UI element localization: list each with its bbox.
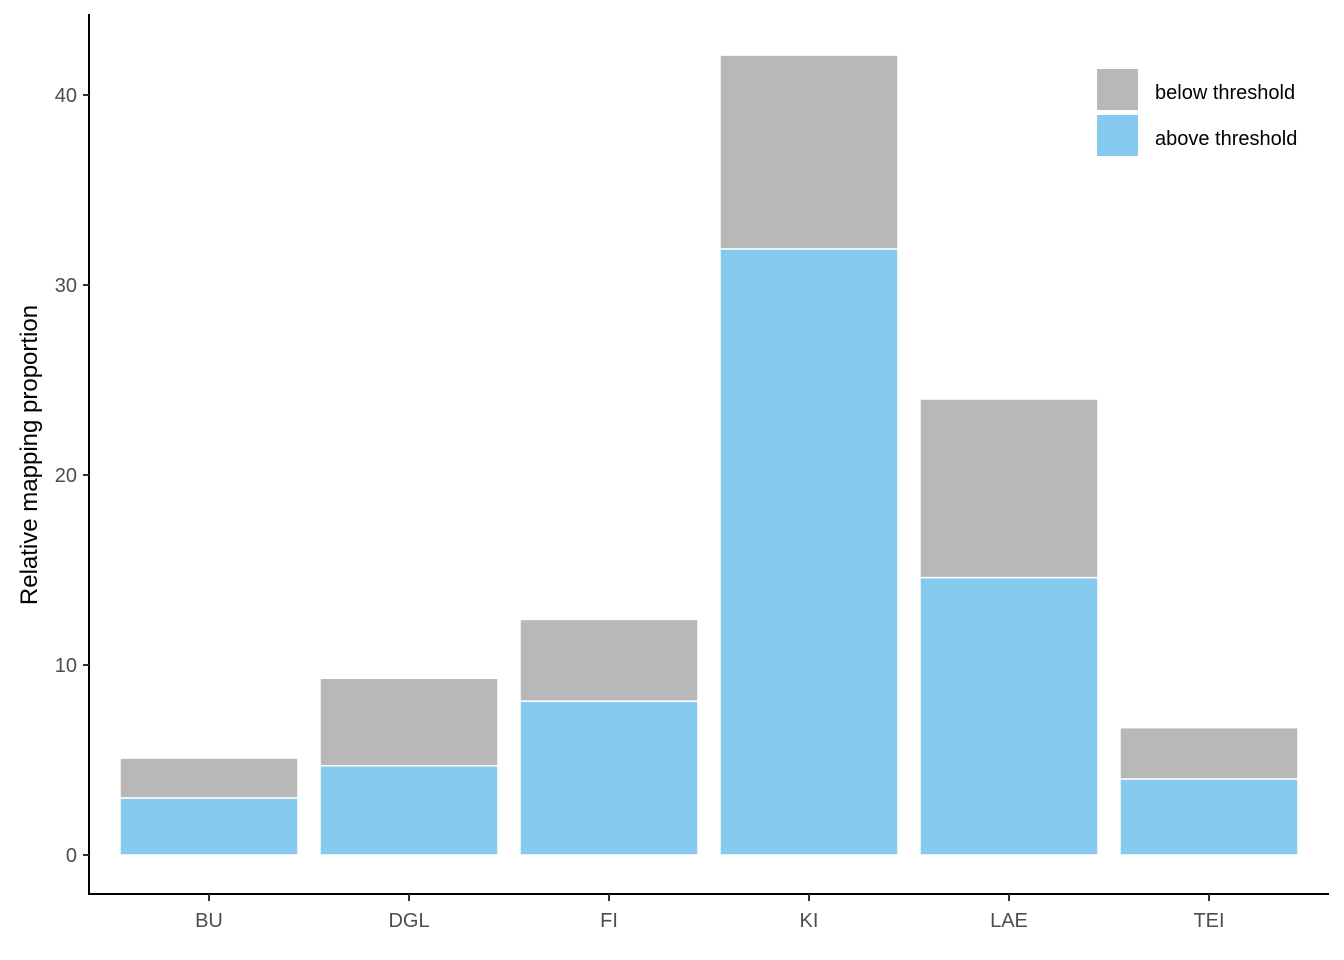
bar-tei-below-threshold: [1119, 726, 1299, 780]
legend-label: above threshold: [1155, 128, 1297, 150]
legend-label: below threshold: [1155, 82, 1295, 104]
x-axis: BU DGL FI KI LAE TEI: [88, 893, 1329, 932]
x-tick-label: FI: [600, 910, 618, 932]
bar-bu-above-threshold: [119, 797, 299, 856]
bar-dgl-above-threshold: [319, 764, 499, 856]
x-tick-label: KI: [800, 910, 819, 932]
x-tick-label: LAE: [990, 910, 1028, 932]
bars-layer: [119, 54, 1299, 856]
y-axis-title: Relative mapping proportion: [16, 305, 43, 605]
x-tick-label: TEI: [1193, 910, 1224, 932]
bar-lae-below-threshold: [919, 398, 1099, 579]
y-tick-label: 10: [55, 655, 77, 677]
legend-key-above-threshold: [1097, 115, 1138, 156]
y-tick-label: 20: [55, 465, 77, 487]
bar-fi-below-threshold: [519, 618, 699, 702]
y-tick-label: 0: [66, 845, 77, 867]
bar-tei-above-threshold: [1119, 778, 1299, 856]
y-axis: 0 10 20 30 40: [55, 14, 90, 894]
legend: below threshold above threshold: [1097, 69, 1297, 156]
bar-ki-above-threshold: [719, 248, 899, 856]
y-tick-label: 40: [55, 85, 77, 107]
x-tick-label: DGL: [388, 910, 429, 932]
bar-ki-below-threshold: [719, 54, 899, 250]
legend-key-below-threshold: [1097, 69, 1138, 110]
bar-bu-below-threshold: [119, 757, 299, 799]
bar-fi-above-threshold: [519, 700, 699, 856]
x-tick-label: BU: [195, 910, 223, 932]
y-tick-label: 30: [55, 275, 77, 297]
bar-lae-above-threshold: [919, 576, 1099, 856]
bar-dgl-below-threshold: [319, 677, 499, 767]
